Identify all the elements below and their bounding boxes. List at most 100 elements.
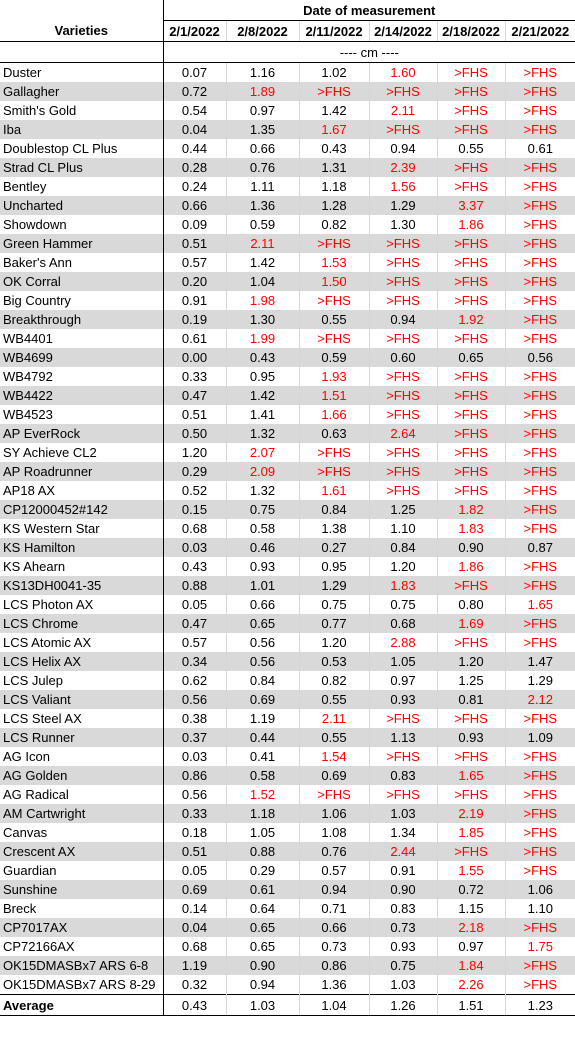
measurement-cell: 0.68 [162, 519, 226, 538]
measurement-cell: 1.18 [225, 804, 299, 823]
table-row: Breakthrough 0.19 1.30 0.55 0.94 1.92 >FHS [0, 310, 575, 329]
measurement-cell: 2.18 [436, 918, 505, 937]
measurement-cell: 0.56 [162, 785, 226, 804]
variety-name: Crescent AX [0, 842, 164, 861]
variety-name: Breck [0, 899, 164, 918]
measurement-cell: >FHS [436, 234, 505, 253]
measurement-cell: 1.35 [225, 120, 299, 139]
measurement-cell: >FHS [504, 62, 575, 82]
table-row: LCS Valiant 0.56 0.69 0.55 0.93 0.81 2.12 [0, 690, 575, 709]
measurement-cell: >FHS [436, 709, 505, 728]
measurement-cell: 0.84 [298, 500, 369, 519]
table-row: Showdown 0.09 0.59 0.82 1.30 1.86 >FHS [0, 215, 575, 234]
measurement-cell: 1.08 [298, 823, 369, 842]
measurement-cell: 1.56 [368, 177, 437, 196]
measurement-cell: >FHS [504, 253, 575, 272]
table-row: WB4401 0.61 1.99 >FHS >FHS >FHS >FHS [0, 329, 575, 348]
measurement-cell: 0.59 [298, 348, 369, 367]
measurement-cell: >FHS [504, 766, 575, 785]
measurement-cell: 1.65 [436, 766, 505, 785]
measurement-cell: 0.04 [162, 918, 226, 937]
measurement-cell: 0.75 [225, 500, 299, 519]
variety-name: Baker's Ann [0, 253, 164, 272]
measurement-cell: 1.41 [225, 405, 299, 424]
measurement-cell: 0.95 [298, 557, 369, 576]
measurement-cell: 1.31 [298, 158, 369, 177]
measurement-cell: 0.69 [162, 880, 226, 899]
measurement-cell: 0.94 [225, 975, 299, 995]
measurement-cell: 0.94 [368, 310, 437, 329]
measurement-cell: 0.05 [162, 861, 226, 880]
average-value: 1.51 [436, 994, 505, 1016]
variety-name: LCS Helix AX [0, 652, 164, 671]
variety-name: Strad CL Plus [0, 158, 164, 177]
measurement-cell: 2.26 [436, 975, 505, 995]
variety-name: KS Ahearn [0, 557, 164, 576]
table-row: Baker's Ann 0.57 1.42 1.53 >FHS >FHS >FHS [0, 253, 575, 272]
variety-name: CP12000452#142 [0, 500, 164, 519]
variety-name: LCS Chrome [0, 614, 164, 633]
average-value: 1.26 [368, 994, 437, 1016]
measurement-cell: >FHS [436, 101, 505, 120]
table-row: Big Country 0.91 1.98 >FHS >FHS >FHS >FHS [0, 291, 575, 310]
measurement-cell: 1.42 [225, 253, 299, 272]
measurement-cell: 0.90 [368, 880, 437, 899]
variety-name: LCS Valiant [0, 690, 164, 709]
measurement-cell: 1.83 [368, 576, 437, 595]
measurement-cell: >FHS [504, 747, 575, 766]
table-row: AG Radical 0.56 1.52 >FHS >FHS >FHS >FHS [0, 785, 575, 804]
measurement-cell: 1.65 [504, 595, 575, 614]
variety-name: KS Hamilton [0, 538, 164, 557]
measurement-cell: 0.64 [225, 899, 299, 918]
table-row: KS Western Star 0.68 0.58 1.38 1.10 1.83 >FHS [0, 519, 575, 538]
measurement-cell: 1.29 [504, 671, 575, 690]
measurement-cell: >FHS [368, 253, 437, 272]
table-row: WB4792 0.33 0.95 1.93 >FHS >FHS >FHS [0, 367, 575, 386]
measurement-cell: >FHS [436, 633, 505, 652]
unit-row: ---- cm ---- [0, 41, 575, 63]
measurement-cell: >FHS [368, 272, 437, 291]
table-row: Crescent AX 0.51 0.88 0.76 2.44 >FHS >FHS [0, 842, 575, 861]
measurement-cell: 1.67 [298, 120, 369, 139]
variety-name: AP Roadrunner [0, 462, 164, 481]
measurement-cell: >FHS [368, 234, 437, 253]
measurement-cell: 0.20 [162, 272, 226, 291]
measurement-cell: >FHS [436, 481, 505, 500]
date-of-measurement-header: Date of measurement [162, 0, 575, 21]
measurement-cell: 1.11 [225, 177, 299, 196]
measurement-cell: >FHS [504, 918, 575, 937]
table-row: CP12000452#142 0.15 0.75 0.84 1.25 1.82 >FHS [0, 500, 575, 519]
table-row: Bentley 0.24 1.11 1.18 1.56 >FHS >FHS [0, 177, 575, 196]
measurement-cell: 0.57 [162, 633, 226, 652]
measurement-cell: 0.94 [298, 880, 369, 899]
measurement-cell: 2.88 [368, 633, 437, 652]
measurement-cell: 0.44 [225, 728, 299, 747]
measurement-cell: 0.97 [436, 937, 505, 956]
measurement-cell: 0.43 [162, 557, 226, 576]
measurement-cell: >FHS [368, 747, 437, 766]
measurement-cell: 0.73 [298, 937, 369, 956]
measurement-cell: 0.34 [162, 652, 226, 671]
measurement-cell: 0.24 [162, 177, 226, 196]
measurement-cell: >FHS [298, 785, 369, 804]
measurement-cell: >FHS [504, 101, 575, 120]
measurement-cell: 2.09 [225, 462, 299, 481]
variety-name: LCS Julep [0, 671, 164, 690]
measurement-cell: 0.53 [298, 652, 369, 671]
measurement-cell: 0.60 [368, 348, 437, 367]
measurement-cell: 0.86 [162, 766, 226, 785]
variety-name: LCS Steel AX [0, 709, 164, 728]
measurement-cell: >FHS [298, 291, 369, 310]
measurement-cell: 1.29 [298, 576, 369, 595]
measurement-cell: 0.46 [225, 538, 299, 557]
measurement-cell: 2.11 [298, 709, 369, 728]
measurement-cell: 0.51 [162, 405, 226, 424]
measurement-cell: >FHS [504, 196, 575, 215]
measurement-cell: 0.69 [298, 766, 369, 785]
measurement-cell: 0.14 [162, 899, 226, 918]
measurement-cell: 0.03 [162, 747, 226, 766]
measurement-cell: 1.05 [368, 652, 437, 671]
measurement-cell: 0.56 [225, 652, 299, 671]
variety-name: KS Western Star [0, 519, 164, 538]
measurement-cell: 0.91 [162, 291, 226, 310]
